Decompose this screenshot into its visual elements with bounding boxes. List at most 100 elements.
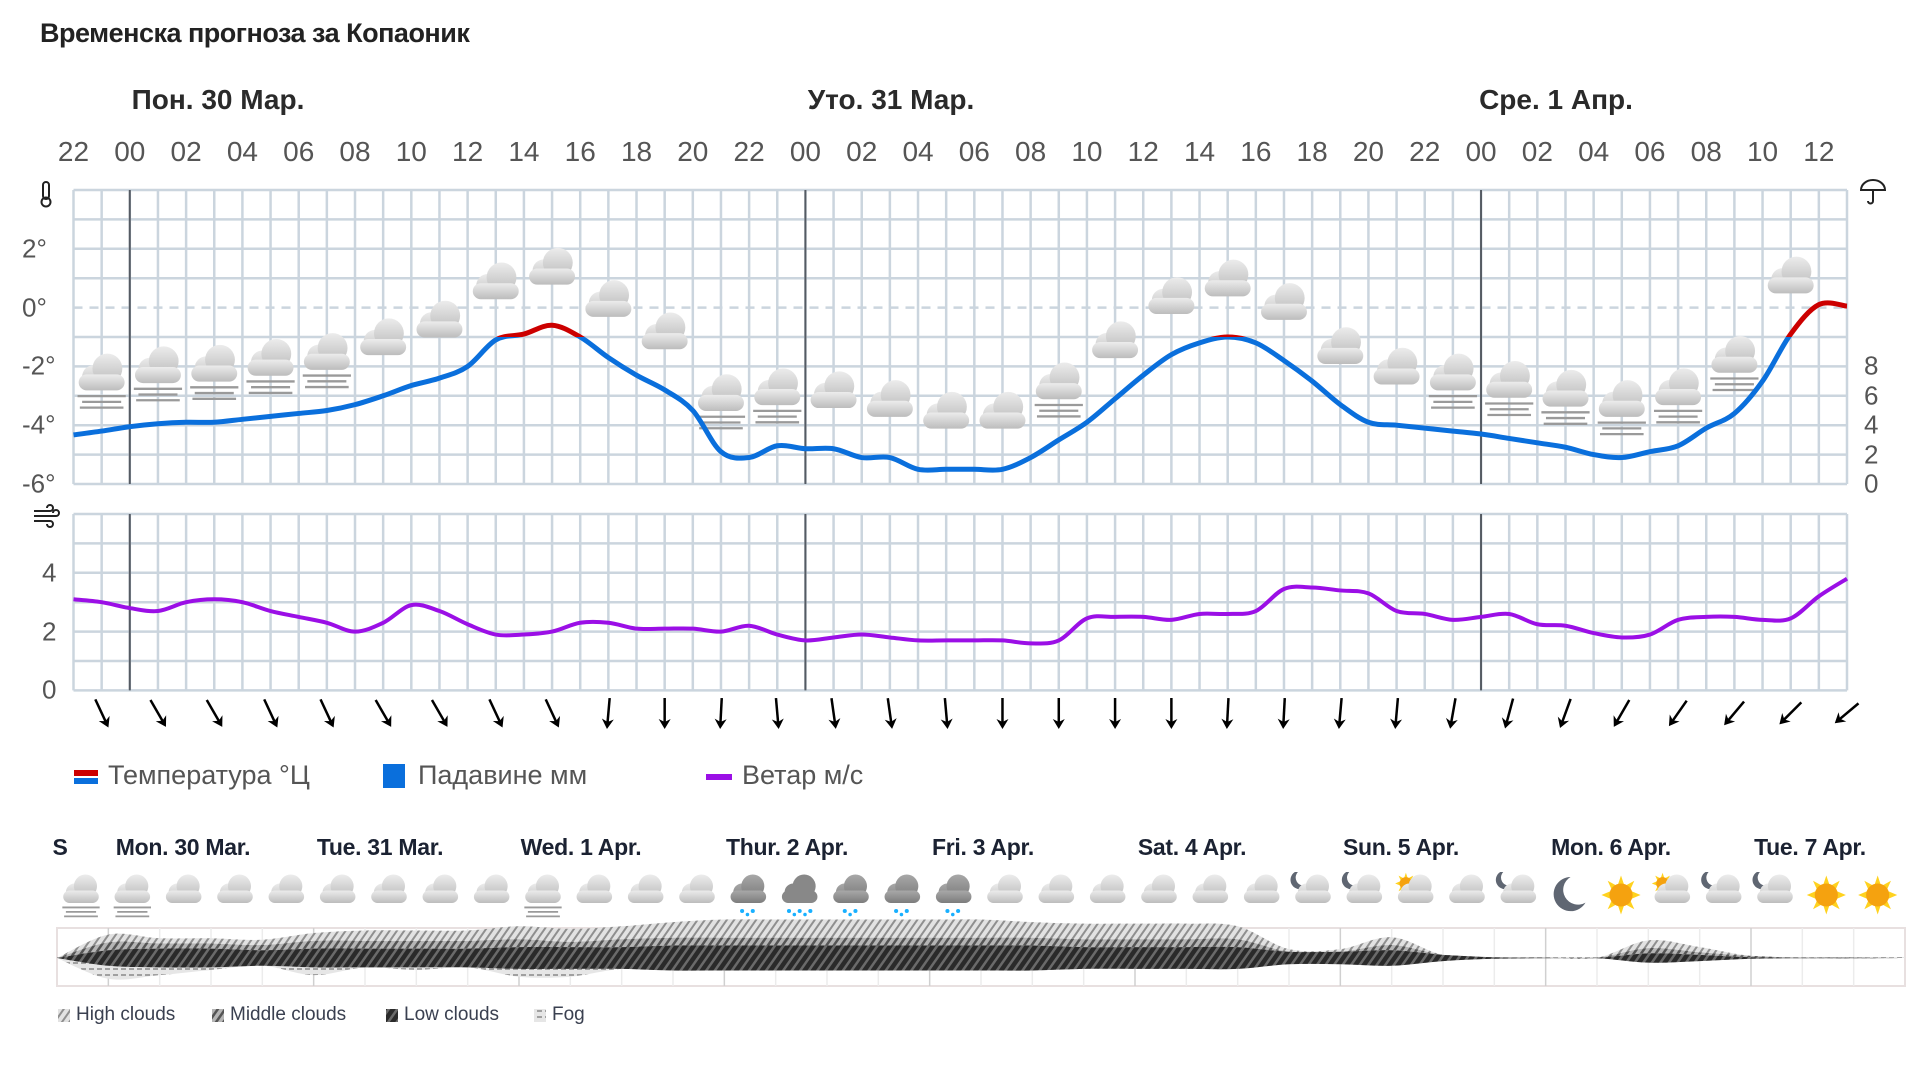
wind-arrow-icon (319, 698, 335, 728)
wind-arrow-icon (1390, 697, 1403, 729)
wind-arrow-icon (374, 699, 392, 727)
precip-axis-label: 6 (1864, 380, 1879, 411)
cloud-fog-icon (524, 875, 561, 917)
wind-axis-label: 0 (42, 674, 57, 705)
cloud-icon (1039, 875, 1075, 903)
wind-arrow-icon (940, 697, 953, 729)
cloud-icon (1374, 348, 1420, 385)
sun-cloud-icon (1395, 873, 1433, 903)
legend-wind: Ветар м/с (742, 760, 864, 790)
wind-arrow-icon (1668, 699, 1688, 727)
cloud-icon (1141, 875, 1177, 903)
wind-speed-line (73, 576, 1849, 646)
cloud-icon (1090, 875, 1126, 903)
legend-fog: Fog (552, 1004, 585, 1025)
wind-arrow-icon (828, 697, 841, 729)
hour-label: 04 (1578, 136, 1610, 167)
extended-day-label: Sun. 5 Apr. (1343, 834, 1459, 860)
day-header: Уто. 31 Мар. (807, 84, 975, 115)
cloud-icon (1092, 321, 1138, 358)
cloud-icon (585, 280, 631, 317)
hour-label: 16 (564, 136, 596, 167)
wind-arrow-icon (205, 699, 223, 727)
high-clouds-area (57, 919, 1905, 959)
sun-cloud-icon (1652, 873, 1690, 903)
wind-arrow-icon (601, 697, 614, 729)
legend-wind-swatch (706, 774, 732, 780)
cloud-icon (577, 875, 613, 903)
sun-icon (1807, 875, 1846, 914)
hour-label: 06 (958, 136, 990, 167)
cloud-icon (1193, 875, 1229, 903)
thermometer-icon (40, 181, 52, 208)
hour-label: 06 (1634, 136, 1666, 167)
hour-label: 10 (395, 136, 427, 167)
extended-day-label: Mon. 6 Apr. (1551, 834, 1671, 860)
cloud-icon (923, 392, 969, 429)
hour-label: 08 (339, 136, 371, 167)
hour-label: 00 (114, 136, 146, 167)
hour-label: 14 (1183, 136, 1216, 167)
cloud-icon (628, 875, 664, 903)
legend-middle-clouds-swatch (212, 1009, 224, 1022)
cloud-icon (371, 875, 407, 903)
temp-axis-label: 2° (22, 233, 47, 264)
chart-grid (72, 188, 1849, 692)
cloud-icon (1205, 260, 1251, 297)
umbrella-icon (1859, 179, 1887, 205)
hour-label: 02 (170, 136, 202, 167)
cloud-icon (474, 875, 510, 903)
temp-axis-label: -6° (22, 468, 56, 499)
wind-arrow-icon (714, 697, 727, 729)
wind-arrow-icon (263, 698, 279, 728)
moon-icon (1554, 877, 1586, 911)
cloud-snow-heavy-icon (782, 875, 818, 917)
extended-day-label: Thur. 2 Apr. (725, 834, 849, 860)
hour-label: 12 (1803, 136, 1835, 167)
cloud-fog-icon (62, 875, 99, 917)
cloud-icon (320, 875, 356, 903)
hour-label: 18 (1296, 136, 1328, 167)
wind-arrow-icon (884, 697, 897, 729)
precip-axis-label: 4 (1864, 409, 1879, 440)
wind-arrow-icon (544, 698, 561, 728)
cloud-icon (642, 313, 688, 350)
extended-day-label: Fri. 3 Apr. (932, 834, 1034, 860)
hour-label: 22 (57, 136, 90, 167)
wind-arrow-icon (1277, 697, 1290, 729)
cloud-icon (811, 371, 857, 408)
cloud-icon (360, 318, 406, 355)
wind-arrow-icon (1724, 700, 1745, 726)
legend-middle-clouds: Middle clouds (230, 1004, 347, 1025)
precip-axis-label: 0 (1864, 468, 1879, 499)
sun-icon (1858, 875, 1897, 914)
wind-axis-label: 4 (42, 557, 57, 588)
legend-precipitation: Падавине мм (418, 760, 588, 790)
cloud-icon (217, 875, 253, 903)
cloud-fog-icon (114, 875, 151, 917)
wind-icon (34, 504, 60, 528)
wind-arrow-icon (488, 698, 504, 728)
hour-label: 10 (1746, 136, 1779, 167)
temperature-line (73, 337, 1792, 473)
extended-day-label: Mon. 30 Mar. (115, 834, 251, 860)
day-header: Сре. 1 Апр. (1479, 84, 1633, 115)
moon-cloud-icon (1701, 871, 1741, 903)
legend-precipitation-swatch (383, 764, 405, 788)
hour-label: 22 (733, 136, 765, 167)
sun-icon (1601, 875, 1640, 914)
hour-label: 20 (1352, 136, 1384, 167)
cloud-snow-icon (731, 875, 767, 917)
hour-label: 18 (620, 136, 653, 167)
temp-axis-label: -4° (22, 409, 56, 440)
hour-label: 02 (846, 136, 878, 167)
cloud-snow-icon (833, 875, 869, 917)
hour-label: 14 (508, 136, 540, 167)
middle-clouds-area (57, 937, 1905, 959)
wind-arrow-icon (1834, 702, 1860, 724)
extended-day-label: Sat. 4 Apr. (1137, 834, 1247, 860)
cloud-icon (1261, 283, 1307, 320)
low-clouds-area (57, 945, 1905, 971)
moon-cloud-icon (1342, 871, 1382, 903)
cloud-icon (1244, 875, 1280, 903)
